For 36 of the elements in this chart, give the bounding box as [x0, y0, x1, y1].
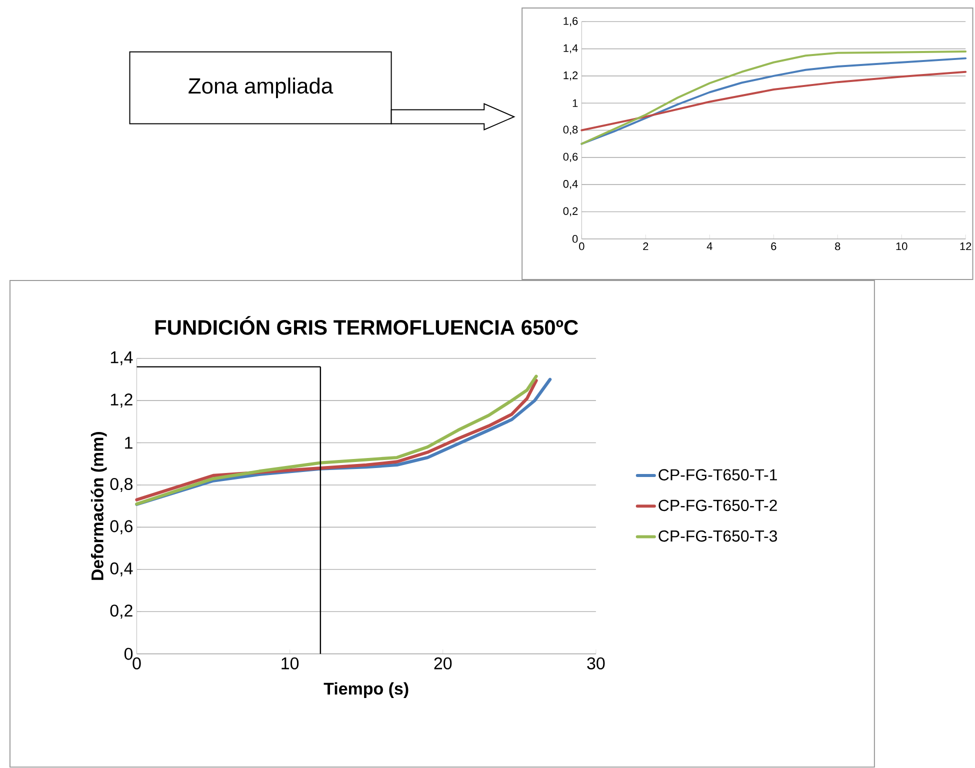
- y-axis-title: Deformación (mm): [90, 432, 107, 580]
- y-tick-label: 1,2: [564, 72, 578, 81]
- y-tick-label: 1,6: [564, 17, 578, 26]
- y-tick-label: 0,2: [563, 207, 578, 216]
- x-tick-label: 2: [643, 242, 648, 250]
- legend-label: CP-FG-T650-T-1: [658, 469, 777, 481]
- y-tick-label: 0,6: [110, 520, 132, 534]
- y-tick-label: 0,4: [110, 562, 133, 577]
- y-tick-label: 1: [125, 437, 132, 449]
- x-tick-label: 20: [434, 658, 452, 670]
- x-tick-label: 10: [282, 658, 299, 670]
- y-tick-label: 0: [124, 648, 133, 660]
- legend-label: CP-FG-T650-T-3: [658, 530, 777, 542]
- y-tick-label: 0,8: [110, 478, 132, 492]
- x-tick-label: 30: [587, 658, 605, 670]
- x-tick-label: 0: [579, 242, 584, 250]
- x-tick-label: 0: [132, 658, 141, 670]
- x-tick-label: 10: [896, 242, 908, 250]
- text: Zona ampliada: [188, 78, 334, 98]
- line-series: [580, 71, 967, 132]
- chart-title: FUNDICIÓN GRIS TERMOFLUENCIA 650ºC: [155, 316, 578, 336]
- y-tick-label: 0,6: [563, 153, 578, 162]
- y-tick-label: 1: [572, 100, 578, 108]
- x-axis-title: Tiempo (s): [324, 682, 408, 698]
- y-tick-label: 1,4: [110, 352, 133, 366]
- x-tick-label: 6: [771, 242, 776, 250]
- y-tick-label: 0: [572, 235, 578, 243]
- y-tick-label: 0,4: [563, 180, 578, 190]
- x-tick-label: 12: [960, 242, 972, 250]
- y-tick-label: 1,2: [110, 394, 132, 408]
- x-tick-label: 4: [706, 242, 712, 250]
- y-tick-label: 0,2: [110, 604, 132, 619]
- x-tick-label: 8: [835, 242, 840, 250]
- y-tick-label: 1,4: [564, 44, 578, 54]
- legend-label: CP-FG-T650-T-2: [658, 500, 777, 512]
- y-tick-label: 0,8: [563, 126, 578, 135]
